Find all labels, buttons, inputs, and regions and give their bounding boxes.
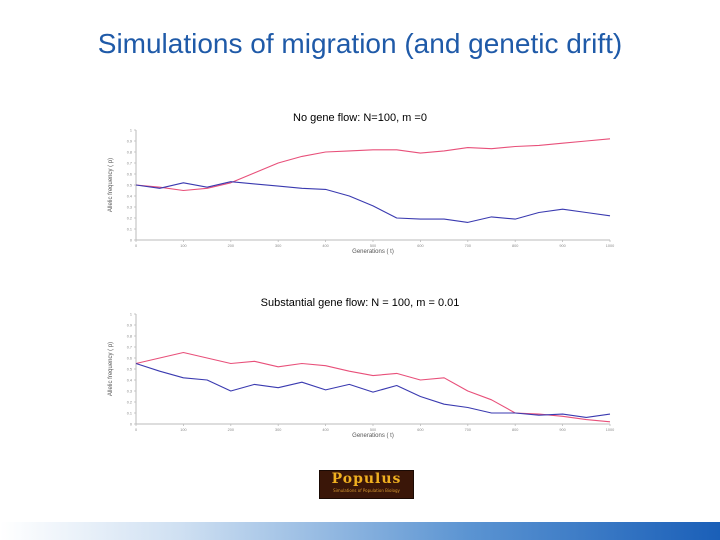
x-tick-label: 100 bbox=[180, 428, 186, 432]
x-tick-label: 700 bbox=[465, 244, 471, 248]
x-axis-label: Generations ( t) bbox=[352, 433, 394, 439]
series-line-0 bbox=[135, 351, 611, 423]
y-tick-label: 0.6 bbox=[127, 357, 132, 361]
x-tick-label: 400 bbox=[322, 244, 328, 248]
x-tick-label: 200 bbox=[228, 428, 234, 432]
logo-subtitle: Simulations of Population Biology bbox=[333, 488, 400, 493]
y-tick-label: 0 bbox=[130, 239, 132, 243]
x-tick-label: 1000 bbox=[606, 244, 614, 248]
y-tick-label: 0.9 bbox=[127, 324, 132, 328]
x-tick-label: 800 bbox=[512, 244, 518, 248]
x-tick-label: 500 bbox=[370, 244, 376, 248]
x-tick-label: 700 bbox=[465, 428, 471, 432]
y-tick-label: 0.2 bbox=[127, 217, 132, 221]
y-tick-label: 0.8 bbox=[127, 151, 132, 155]
x-tick-label: 900 bbox=[559, 428, 565, 432]
x-tick-label: 300 bbox=[275, 428, 281, 432]
x-tick-label: 500 bbox=[370, 428, 376, 432]
y-tick-label: 0.3 bbox=[127, 390, 132, 394]
x-tick-label: 100 bbox=[180, 244, 186, 248]
y-tick-label: 1 bbox=[130, 313, 132, 317]
x-tick-label: 600 bbox=[417, 428, 423, 432]
x-axis-label: Generations ( t) bbox=[352, 249, 394, 255]
x-tick-label: 300 bbox=[275, 244, 281, 248]
y-tick-label: 0.7 bbox=[127, 162, 132, 166]
slide-title: Simulations of migration (and genetic dr… bbox=[97, 28, 623, 59]
y-tick-label: 0.9 bbox=[127, 140, 132, 144]
y-tick-label: 0.3 bbox=[127, 206, 132, 210]
series-line-1 bbox=[135, 181, 611, 223]
series-line-0 bbox=[135, 138, 611, 192]
y-tick-label: 0 bbox=[130, 423, 132, 427]
y-tick-label: 0.1 bbox=[127, 412, 132, 416]
x-tick-label: 800 bbox=[512, 428, 518, 432]
y-axis-label: Allelic frequency ( p) bbox=[108, 342, 114, 396]
y-tick-label: 0.5 bbox=[127, 368, 132, 372]
y-tick-label: 0.7 bbox=[127, 346, 132, 350]
y-tick-label: 0.8 bbox=[127, 335, 132, 339]
y-axis-label: Allelic frequency ( p) bbox=[108, 158, 114, 212]
x-tick-label: 400 bbox=[322, 428, 328, 432]
y-tick-label: 0.4 bbox=[127, 195, 132, 199]
logo-word: Populus bbox=[331, 471, 402, 487]
y-tick-label: 0.2 bbox=[127, 401, 132, 405]
populus-logo: Populus Simulations of Population Biolog… bbox=[319, 470, 414, 499]
chart-1: 0 0.1 0.2 0.3 0.4 0.5 0.6 0.7 0.8 0.9 1 0 100 200 300 4… bbox=[108, 129, 614, 256]
chart-2: 0 0.1 0.2 0.3 0.4 0.5 0.6 0.7 0.8 0.9 1 0 100 200 300 4… bbox=[108, 313, 614, 440]
x-tick-label: 0 bbox=[135, 244, 137, 248]
x-tick-label: 1000 bbox=[606, 428, 614, 432]
y-tick-label: 0.1 bbox=[127, 228, 132, 232]
y-tick-label: 0.6 bbox=[127, 173, 132, 177]
x-tick-label: 600 bbox=[417, 244, 423, 248]
y-tick-label: 1 bbox=[130, 129, 132, 133]
x-tick-label: 200 bbox=[228, 244, 234, 248]
chart-1-title: No gene flow: N=100, m =0 bbox=[293, 112, 427, 124]
y-tick-label: 0.4 bbox=[127, 379, 132, 383]
bottom-gradient-band bbox=[0, 522, 720, 540]
x-tick-label: 0 bbox=[135, 428, 137, 432]
chart-2-title: Substantial gene flow: N = 100, m = 0.01 bbox=[260, 297, 460, 309]
series-line-1 bbox=[135, 362, 611, 418]
y-tick-label: 0.5 bbox=[127, 184, 132, 188]
x-tick-label: 900 bbox=[559, 244, 565, 248]
